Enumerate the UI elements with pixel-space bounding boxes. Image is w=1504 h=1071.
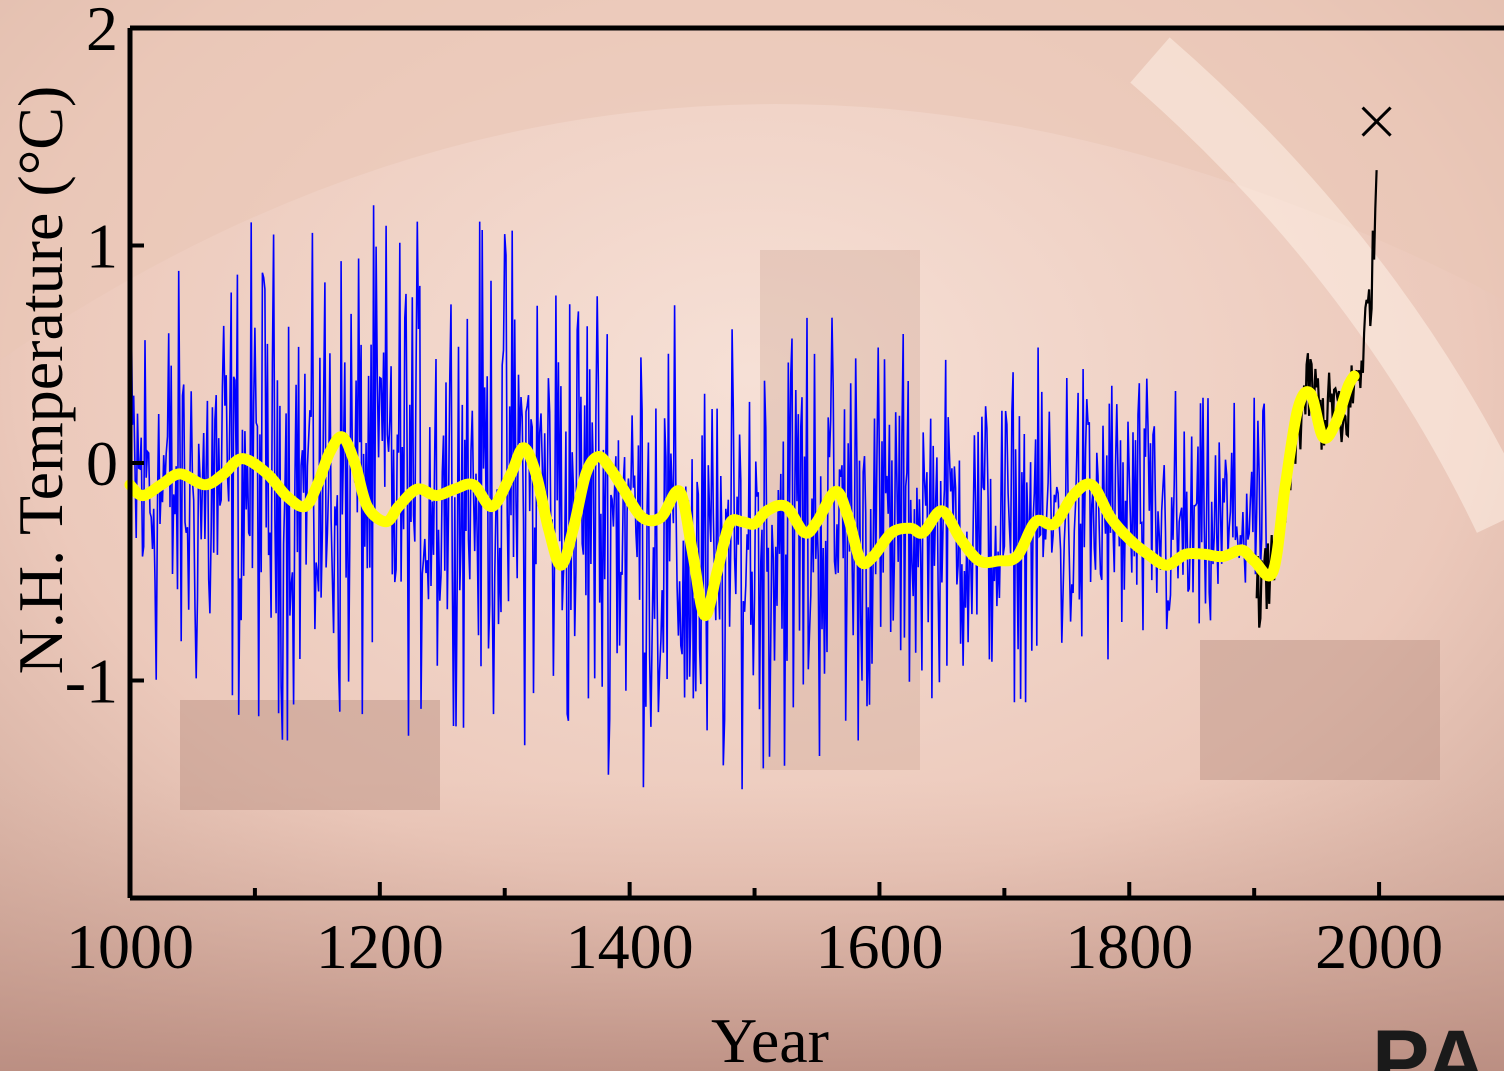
marker-x-stroke-2 [1361,106,1392,137]
ceiling-vault [0,0,1504,360]
y-axis-label: N.H. Temperature (°C) [5,86,76,675]
bookcase-right [1200,640,1440,780]
y-tick-label: 1 [86,211,118,282]
x-tick-label: 2000 [1315,911,1443,982]
x-tick-label: 1600 [815,911,943,982]
y-tick-label: -1 [65,646,118,717]
bookcase-left [180,700,440,810]
x-tick-label: 1000 [66,911,194,982]
series-proxy-reconstruction [129,205,1268,790]
y-tick-label: 0 [86,428,118,499]
x-axis-label: Year [711,1005,829,1071]
ceiling-arch [1130,37,1504,533]
series-smoothed [124,370,1360,621]
x-tick-label: 1800 [1065,911,1193,982]
x-tick-label: 1400 [566,911,694,982]
series-layer [124,106,1392,790]
x-tick-label: 1200 [316,911,444,982]
series-marker-x [1361,106,1392,137]
logo-text: PA [1372,1013,1490,1071]
floor [0,780,1504,1071]
y-tick-label: 2 [86,0,118,64]
axes-layer: -1 0 1 2 1000 1200 1400 1600 1800 2000 [65,0,1504,982]
